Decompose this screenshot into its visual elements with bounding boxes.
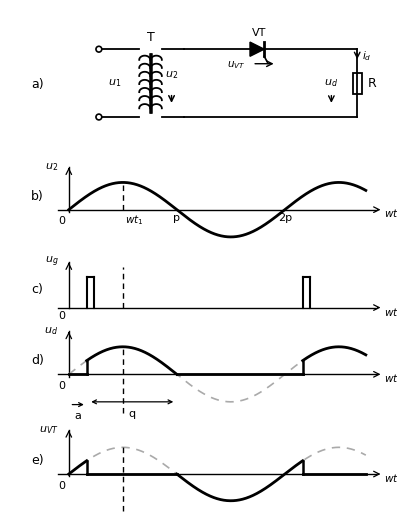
Text: $u_{VT}$: $u_{VT}$ <box>39 424 58 436</box>
Text: b): b) <box>31 189 44 203</box>
Text: $u_{VT}$: $u_{VT}$ <box>227 59 246 70</box>
Text: $i_d$: $i_d$ <box>362 50 372 63</box>
Polygon shape <box>250 42 264 56</box>
Text: 2p: 2p <box>278 213 292 223</box>
Text: 0: 0 <box>58 311 66 321</box>
Text: q: q <box>128 409 135 419</box>
Text: $wt$: $wt$ <box>384 472 397 484</box>
Text: $u_2$: $u_2$ <box>45 161 58 173</box>
Text: a: a <box>74 411 81 421</box>
Text: VT: VT <box>252 28 266 38</box>
Text: $wt$: $wt$ <box>384 207 397 219</box>
Text: a): a) <box>31 78 44 91</box>
Text: T: T <box>146 31 154 44</box>
Text: $wt$: $wt$ <box>384 372 397 384</box>
Text: $u_2$: $u_2$ <box>165 69 178 81</box>
Text: $u_d$: $u_d$ <box>44 325 58 337</box>
Text: $wt_1$: $wt_1$ <box>125 213 143 227</box>
Text: 0: 0 <box>58 216 66 226</box>
Text: c): c) <box>31 282 43 295</box>
Text: 0: 0 <box>58 481 66 491</box>
Text: 0: 0 <box>58 381 66 391</box>
Text: d): d) <box>31 354 44 367</box>
Text: e): e) <box>31 454 44 467</box>
Text: $u_1$: $u_1$ <box>108 77 121 89</box>
Text: $wt$: $wt$ <box>384 305 397 317</box>
Bar <box>353 73 362 93</box>
Text: $u_d$: $u_d$ <box>324 77 338 89</box>
Text: R: R <box>368 77 376 90</box>
Text: p: p <box>173 213 180 223</box>
Text: $u_g$: $u_g$ <box>45 255 58 269</box>
